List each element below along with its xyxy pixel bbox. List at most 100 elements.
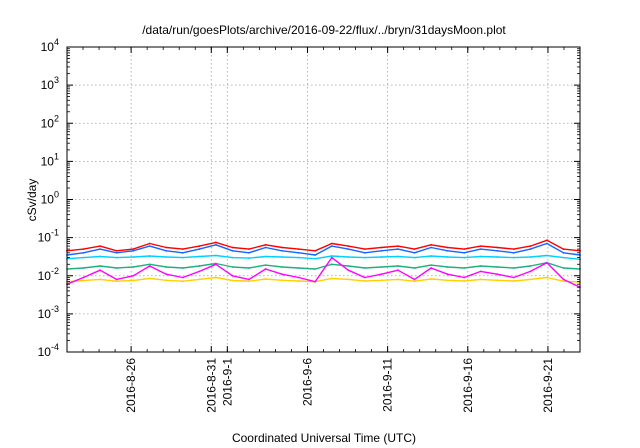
x-tick-label: 2016-9-6 [300,358,314,406]
grid [67,47,580,352]
series-point [82,248,85,251]
series-point [82,256,85,259]
series-point [546,242,548,245]
series-point [380,266,383,268]
series-point [198,255,201,258]
series-point [181,267,184,269]
series-point [512,280,515,282]
series-point [364,267,366,269]
series-point [496,256,499,258]
series-point [99,255,101,258]
series-point [397,278,399,281]
y-tick-label: 104 [41,37,59,54]
series-point [248,278,250,281]
series-point [479,270,482,273]
series-point [364,256,366,259]
series-point [148,245,151,248]
series-point [82,276,85,279]
series-point [231,279,234,282]
series-point [364,251,366,254]
series-point [264,264,267,266]
series-point [231,246,234,249]
series-point [430,246,432,249]
series-point [248,257,250,259]
series-point [330,255,333,257]
series-point [380,256,383,258]
series-point [413,256,416,259]
series-point [148,263,151,266]
series-point [314,257,317,260]
series-point [364,276,366,279]
series-point [413,251,416,254]
x-tick-label: 2016-9-16 [461,358,475,413]
series-point [215,254,217,257]
series-line [66,262,581,270]
series-point [496,266,499,268]
series-line [66,254,581,260]
series-point [99,265,101,267]
series-point [380,273,383,276]
series-point [181,276,184,279]
series-point [529,245,532,248]
series-point [248,267,250,269]
series-point [446,246,449,249]
series-point [529,248,532,251]
series-group [66,239,581,289]
series-point [347,245,350,248]
series-point [446,273,449,276]
series-point [512,251,515,254]
series-point [165,266,168,268]
series-point [479,278,482,281]
series-point [314,280,317,283]
series-point [198,265,201,267]
series-point [463,248,466,251]
series-point [512,256,515,259]
series-point [99,278,101,281]
y-axis: 10-4 10-3 10-2 10-1 100 101 102 103 104 [38,37,580,359]
series-point [264,278,267,280]
series-point [297,248,300,251]
series-point [115,280,118,283]
series-point [364,248,366,251]
series-point [512,248,515,251]
series-point [347,265,350,267]
series-point [446,249,449,252]
x-tick-label: 2016-9-1 [220,358,234,406]
series-point [397,265,399,267]
series-point [181,251,184,254]
series-point [347,269,350,272]
series-point [281,266,283,268]
series-point [165,249,168,252]
series-point [446,266,449,268]
series-point [496,279,499,282]
series-point [413,267,416,269]
series-point [562,280,565,283]
series-point [215,263,217,266]
series-point [231,274,234,277]
series-point [314,254,317,256]
series-point [231,256,234,259]
series-point [215,243,217,246]
series-point [397,248,399,251]
x-tick-label: 2016-9-21 [541,358,555,413]
series-point [264,255,267,258]
series-point [330,263,333,266]
series-point [297,280,300,282]
series-point [347,278,350,281]
series-point [148,265,151,267]
series-point [132,266,135,268]
series-line [66,276,581,283]
series-point [148,242,151,245]
y-tick-label: 102 [41,113,59,130]
series-point [380,279,383,282]
series-point [496,249,499,252]
series-point [546,261,548,264]
series-point [546,254,548,257]
series-point [132,274,135,277]
series-point [281,279,283,282]
series-point [198,248,201,251]
series-point [82,251,85,254]
series-point [181,248,184,251]
y-tick-label: 10-1 [38,228,59,245]
series-point [430,264,432,266]
